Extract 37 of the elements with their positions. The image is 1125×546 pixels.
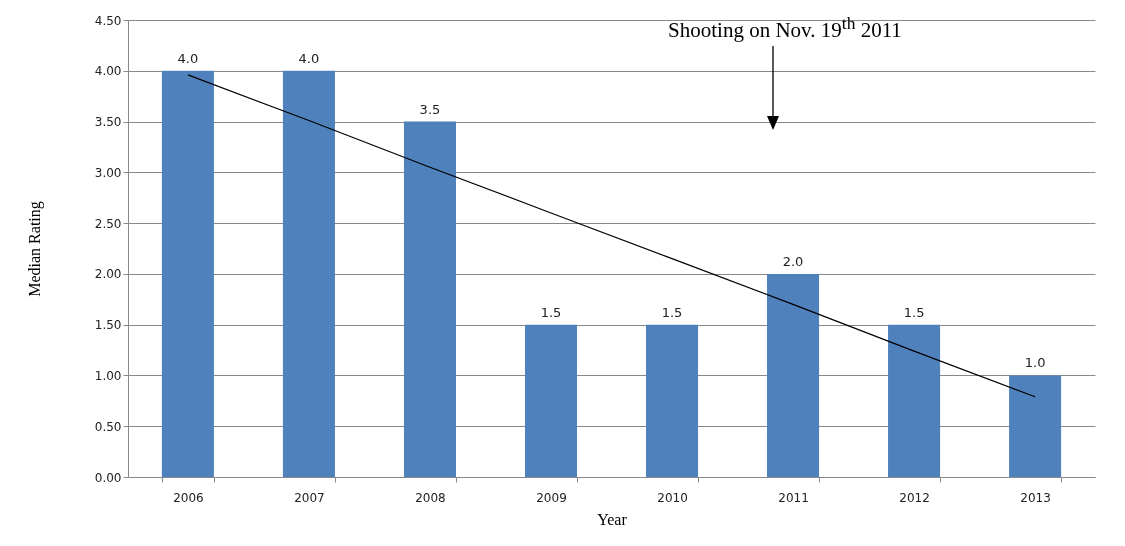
bar	[645, 324, 699, 477]
y-tick-label: 3.50	[94, 115, 122, 130]
x-tick-label: 2012	[899, 490, 930, 505]
y-tick-label: 4.50	[94, 13, 122, 28]
annotation: Shooting on Nov. 19$^{th}$ 2011	[667, 13, 903, 43]
bar	[282, 70, 335, 477]
y-tick-label: 3.00	[94, 165, 122, 180]
data-label: 1.5	[661, 304, 683, 320]
data-label: 1.5	[540, 304, 562, 320]
x-tick-label: 2006	[173, 490, 204, 505]
data-label: 4.0	[298, 50, 320, 66]
data-label: 1.5	[903, 304, 925, 320]
x-tick-label: 2011	[778, 490, 809, 505]
x-tick-label: 2010	[657, 490, 688, 505]
x-tick-label: 2009	[536, 490, 567, 505]
data-label: 3.5	[419, 101, 441, 117]
bar	[161, 70, 214, 477]
bar	[888, 324, 941, 477]
data-label: 4.0	[177, 50, 199, 66]
bar	[767, 273, 820, 477]
y-tick-label: 2.50	[94, 216, 122, 231]
data-label: 2.0	[782, 253, 804, 269]
bar	[524, 324, 578, 477]
y-tick-label: 0.00	[94, 470, 122, 485]
y-tick-label: 1.50	[94, 318, 122, 333]
y-tick-label: 0.50	[94, 419, 122, 434]
x-tick-label: 2007	[294, 490, 325, 505]
y-axis-title: Median Rating	[25, 201, 44, 297]
x-tick-label: 2013	[1020, 490, 1051, 505]
y-tick-label: 2.00	[94, 267, 122, 282]
bar	[1009, 375, 1062, 477]
x-tick-label: 2008	[415, 490, 446, 505]
y-tick-label: 1.00	[94, 368, 122, 383]
data-label: 1.0	[1024, 355, 1046, 371]
y-tick-label: 4.00	[94, 64, 122, 79]
bar	[403, 121, 456, 477]
x-axis-title: Year	[597, 510, 628, 528]
